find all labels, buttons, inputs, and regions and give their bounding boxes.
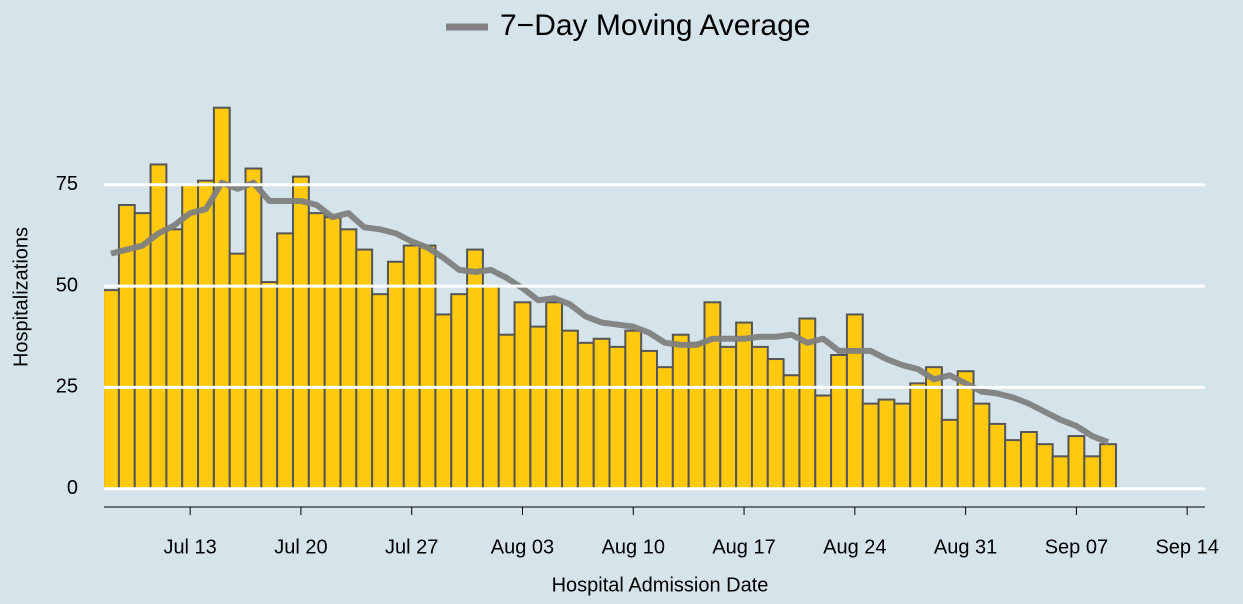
bar xyxy=(861,402,880,490)
bar xyxy=(513,301,532,490)
bar xyxy=(703,301,722,490)
y-tick-label: 50 xyxy=(56,274,78,296)
bar xyxy=(845,313,864,490)
bar xyxy=(814,394,833,490)
bar xyxy=(940,418,959,490)
x-tick-label: Aug 24 xyxy=(823,536,886,558)
bar xyxy=(830,353,848,490)
bar xyxy=(307,212,326,490)
bar xyxy=(104,289,120,490)
x-tick-label: Aug 10 xyxy=(602,536,665,558)
bar xyxy=(212,106,231,490)
bar xyxy=(877,398,896,490)
x-tick-label: Jul 27 xyxy=(385,536,438,558)
bar xyxy=(386,260,405,490)
bar xyxy=(450,293,469,490)
bar xyxy=(1051,455,1070,490)
bar xyxy=(545,301,564,490)
bar xyxy=(925,366,943,490)
bar xyxy=(782,374,801,490)
bar xyxy=(165,228,184,490)
x-axis-label: Hospital Admission Date xyxy=(552,574,769,596)
y-tick-label: 0 xyxy=(67,477,78,499)
bar xyxy=(260,281,279,490)
bar xyxy=(497,333,516,490)
bar xyxy=(1067,435,1086,490)
bar xyxy=(893,402,912,490)
x-tick-label: Aug 31 xyxy=(934,536,997,558)
bar xyxy=(276,232,295,490)
bar xyxy=(228,252,247,490)
bar xyxy=(181,183,200,490)
bar xyxy=(656,366,674,490)
x-tick-label: Aug 03 xyxy=(491,536,554,558)
bar xyxy=(418,244,437,490)
x-tick-label: Aug 17 xyxy=(712,536,775,558)
y-axis-label: Hospitalizations xyxy=(10,227,32,367)
bar xyxy=(988,422,1007,490)
x-tick-label: Jul 20 xyxy=(274,536,327,558)
bar xyxy=(909,382,928,490)
bar xyxy=(133,212,152,490)
x-tick-label: Jul 13 xyxy=(163,536,216,558)
bar xyxy=(671,333,690,490)
bar xyxy=(1004,439,1022,490)
bar xyxy=(244,167,263,490)
y-tick-label: 75 xyxy=(56,173,78,195)
bar xyxy=(766,358,785,490)
bar xyxy=(640,349,658,490)
bar xyxy=(735,321,753,490)
bar xyxy=(972,402,991,490)
bar xyxy=(529,325,548,490)
bar xyxy=(292,175,310,490)
bar xyxy=(149,163,168,490)
bar xyxy=(624,329,643,490)
bar xyxy=(608,345,627,490)
bar xyxy=(402,244,421,490)
moving-average-line xyxy=(110,179,1110,445)
bar xyxy=(1099,443,1117,490)
bar xyxy=(1020,431,1038,490)
bar xyxy=(1083,455,1102,490)
bar xyxy=(687,341,706,490)
bar xyxy=(561,329,579,490)
bar xyxy=(434,313,453,490)
plot-area xyxy=(104,106,1117,490)
x-tick-label: Sep 14 xyxy=(1155,536,1218,558)
bar xyxy=(576,341,595,490)
bar xyxy=(339,228,358,490)
bar xyxy=(1035,443,1054,490)
bar xyxy=(197,179,215,490)
x-tick-label: Sep 07 xyxy=(1045,536,1108,558)
bar xyxy=(592,337,611,490)
bar xyxy=(323,216,342,490)
bar xyxy=(750,345,769,490)
y-tick-label: 25 xyxy=(56,376,78,398)
bar xyxy=(371,293,389,490)
legend-label: 7−Day Moving Average xyxy=(500,9,810,42)
bar xyxy=(719,345,738,490)
